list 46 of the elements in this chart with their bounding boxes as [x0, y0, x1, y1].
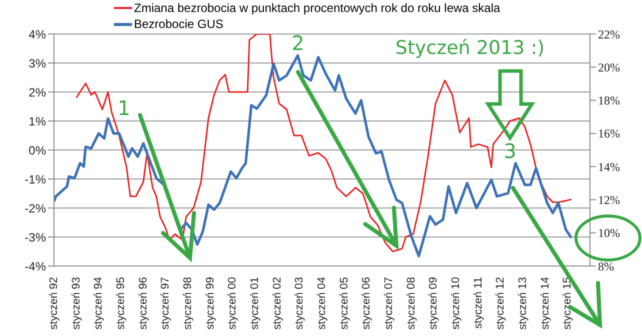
- x-tick-label: styczeń 03: [294, 277, 306, 330]
- y-tick-label: 4%: [28, 27, 46, 42]
- x-tick-label: styczeń 05: [338, 277, 350, 330]
- x-tick-label: styczeń 96: [137, 277, 150, 330]
- x-tick-label: styczeń 07: [383, 277, 395, 330]
- x-tick-label: styczeń 93: [70, 277, 82, 330]
- y2-tick-label: 14%: [598, 160, 620, 174]
- x-tick-label: styczeń 08: [405, 277, 418, 330]
- annotation: 1: [118, 96, 130, 120]
- x-tick-label: styczeń 02: [271, 277, 284, 330]
- x-tick-label: styczeń 11: [472, 277, 484, 329]
- y-tick-label: 3%: [28, 56, 46, 70]
- y-tick-label: -1%: [24, 172, 46, 186]
- y2-tick-label: 18%: [598, 94, 620, 108]
- x-tick-label: styczeń 92: [48, 277, 60, 330]
- y-tick-label: -4%: [24, 259, 46, 274]
- y2-tick-label: 8%: [598, 259, 614, 274]
- x-tick-label: styczeń 95: [115, 277, 127, 330]
- y2-tick-label: 20%: [598, 60, 620, 74]
- y2-tick-label: 10%: [598, 226, 620, 240]
- legend-label: Zmiana bezrobocia w punktach procentowych rok do roku lewa skala: [134, 0, 500, 16]
- x-tick-label: styczeń 10: [450, 277, 462, 330]
- x-tick-label: styczeń 09: [428, 277, 440, 330]
- y-tick-label: 0%: [28, 143, 46, 158]
- y2-tick-label: 12%: [598, 192, 620, 207]
- y-tick-label: -3%: [24, 230, 46, 244]
- y-tick-label: 1%: [28, 114, 46, 128]
- x-tick-label: styczeń 14: [539, 277, 552, 330]
- x-tick-label: styczeń 99: [204, 277, 216, 330]
- annotation: 3: [504, 139, 516, 163]
- x-tick-label: styczeń 94: [92, 277, 105, 330]
- x-tick-label: styczeń 12: [494, 277, 507, 330]
- y-tick-label: -2%: [24, 201, 46, 216]
- x-tick-label: styczeń 13: [517, 277, 529, 330]
- y2-tick-label: 16%: [598, 126, 620, 141]
- legend-label: Bezrobocie GUS: [134, 16, 224, 32]
- x-tick-label: styczeń 98: [182, 277, 194, 330]
- x-tick-label: styczeń 97: [160, 277, 172, 330]
- x-tick-label: styczeń 01: [249, 277, 261, 330]
- x-tick-label: styczeń 04: [316, 277, 328, 330]
- y-tick-label: 2%: [28, 85, 46, 100]
- annotation: Styczeń 2013 :): [395, 37, 545, 59]
- annotation: 2: [292, 31, 304, 55]
- x-tick-label: styczeń 00: [226, 277, 239, 330]
- y2-tick-label: 22%: [598, 27, 620, 42]
- x-tick-label: styczeń 06: [360, 277, 373, 330]
